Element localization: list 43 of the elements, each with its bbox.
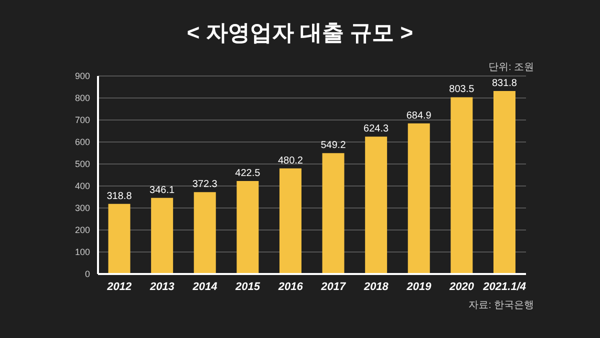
chart-title: < 자영업자 대출 규모 > [186,19,414,47]
bar [408,123,430,274]
data-label: 624.3 [364,124,390,135]
data-label: 318.8 [106,190,132,202]
bar [365,136,388,274]
x-tick-label: 2021.1/4 [482,280,526,293]
y-tick-label: 0 [84,269,90,280]
data-label: 803.5 [449,84,475,96]
bar [108,204,130,274]
x-tick-label: 2012 [106,280,132,293]
y-tick-label: 900 [74,71,90,82]
text: 자료: 한국은행 [468,299,534,312]
bar [493,91,516,274]
bar [450,97,473,274]
x-tick-label: 2018 [362,280,390,293]
x-tick-label: 2020 [448,280,475,293]
data-label: 549.2 [320,140,346,152]
y-tick-label: 100 [74,247,90,258]
data-label: 372.3 [192,179,218,190]
bar [236,181,259,274]
y-tick-label: 300 [74,203,90,214]
x-tick-label: 2013 [148,280,174,293]
y-tick-label: 700 [74,115,90,126]
y-tick-label: 600 [74,137,90,148]
data-label: 831.8 [492,78,518,90]
bar [322,153,344,274]
y-tick-label: 200 [74,225,90,236]
x-tick-label: 2015 [234,280,261,293]
bar [279,168,302,274]
data-label: 480.2 [278,155,304,166]
x-tick-label: 2014 [192,280,218,293]
y-tick-label: 800 [74,93,90,104]
bar [151,198,174,274]
data-label: 346.1 [150,184,176,196]
x-tick-label: 2019 [406,280,432,293]
bar [194,192,216,274]
data-label: 684.9 [406,110,432,122]
text: 단위: 조원 [488,61,534,74]
y-tick-label: 500 [74,159,90,170]
y-tick-label: 400 [74,181,90,192]
x-tick-label: 2016 [277,280,304,293]
data-label: 422.5 [235,168,261,180]
x-tick-label: 2017 [320,280,347,293]
